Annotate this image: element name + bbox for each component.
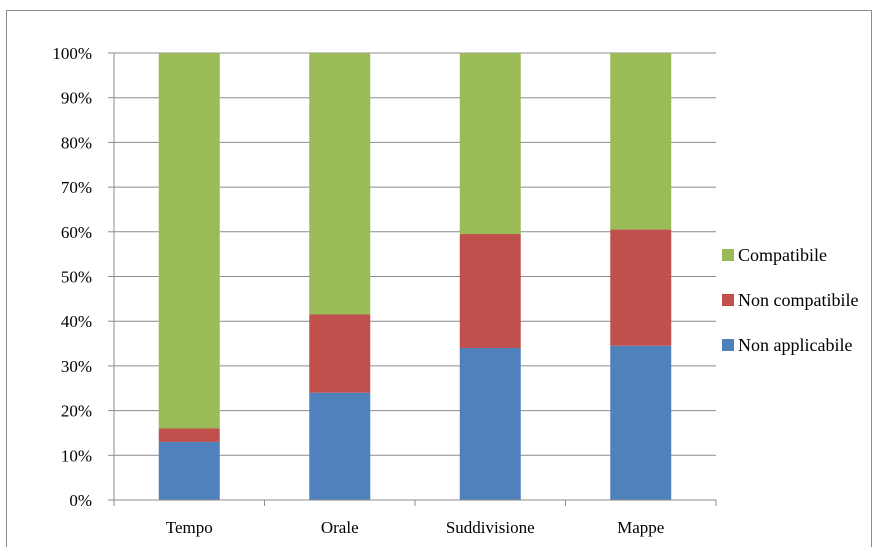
bar-suddivisione-non-compatibile <box>459 234 521 349</box>
y-tick-label: 80% <box>61 133 92 152</box>
y-tick-label: 100% <box>52 44 92 63</box>
x-tick-label: Orale <box>321 518 359 537</box>
bar-mappe-compatibile <box>610 53 672 230</box>
y-tick-label: 10% <box>61 446 92 465</box>
legend: Compatibile Non compatibile Non applicabil… <box>722 245 858 355</box>
x-tick-label: Mappe <box>617 518 664 537</box>
bar-tempo-compatibile <box>158 53 220 429</box>
y-tick-label: 20% <box>61 402 92 421</box>
x-tick-label: Suddivisione <box>446 518 535 537</box>
axes: 0% 10% 20% 30% 40% 50% 60% 70% 80% 90% 100% Tempo Or… <box>52 44 717 537</box>
y-tick-label: 70% <box>61 178 92 197</box>
bar-mappe-non-compatibile <box>610 229 672 346</box>
bar-tempo-non-applicabile <box>158 441 220 500</box>
bar-orale-non-applicabile <box>309 392 371 500</box>
bar-mappe-non-applicabile <box>610 345 672 500</box>
y-tick-label: 50% <box>61 268 92 287</box>
y-tick-label: 90% <box>61 89 92 108</box>
legend-swatch <box>722 339 734 351</box>
x-tick-label: Tempo <box>166 518 213 537</box>
bar-orale-compatibile <box>309 53 371 315</box>
legend-swatch <box>722 294 734 306</box>
legend-label: Non compatibile <box>738 290 858 310</box>
legend-swatch <box>722 249 734 261</box>
bar-orale-non-compatibile <box>309 314 371 393</box>
chart-frame <box>6 10 872 547</box>
y-tick-label: 40% <box>61 312 92 331</box>
legend-label: Non applicabile <box>738 335 852 355</box>
bars <box>158 53 672 500</box>
y-tick-label: 60% <box>61 223 92 242</box>
bar-tempo-non-compatibile <box>158 428 220 442</box>
y-tick-label: 0% <box>69 491 92 510</box>
bar-suddivisione-compatibile <box>459 53 521 235</box>
legend-label: Compatibile <box>738 245 827 265</box>
y-tick-label: 30% <box>61 357 92 376</box>
bar-suddivisione-non-applicabile <box>459 348 521 500</box>
